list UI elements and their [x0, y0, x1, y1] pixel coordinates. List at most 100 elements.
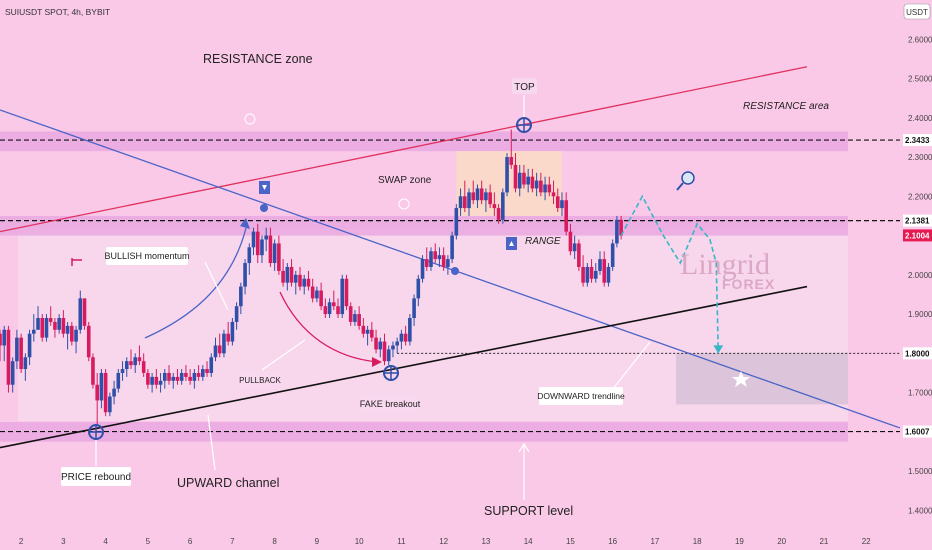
- candle-body-23: [95, 384, 99, 401]
- candle-body-105: [441, 255, 446, 267]
- candle-body-128: [539, 180, 543, 193]
- pullback-label: PULLBACK: [239, 376, 281, 385]
- candle-body-41: [171, 376, 176, 381]
- candle-body-46: [192, 372, 197, 381]
- candle-body-49: [205, 369, 209, 373]
- candle-body-58: [243, 263, 247, 287]
- watermark-line1: Lingrid: [680, 248, 770, 281]
- y-tick-label: 1.4000: [908, 506, 932, 515]
- candle-body-31: [129, 361, 133, 366]
- y-tick-label: 2.6000: [908, 35, 932, 44]
- candle-body-65: [272, 243, 277, 264]
- pullback-arrow: [279, 291, 379, 363]
- candle-body-95: [399, 333, 404, 342]
- currency-box[interactable]: [903, 3, 931, 20]
- projection-path: [620, 194, 720, 354]
- candle-body-89: [374, 337, 378, 350]
- candle-body-20: [82, 298, 87, 326]
- candle-body-141: [593, 270, 598, 279]
- pullback-box: [238, 371, 282, 388]
- magnifier-handle: [676, 182, 684, 191]
- candle-body-8: [32, 329, 36, 334]
- x-tick-label: 8: [272, 537, 277, 546]
- swap-band: [0, 215, 848, 236]
- upward-channel-label: UPWARD channel: [177, 476, 279, 490]
- candle-body-0: [0, 333, 2, 346]
- candle-body-67: [281, 270, 285, 283]
- candle-body-25: [103, 372, 108, 413]
- x-tick-label: 7: [230, 537, 235, 546]
- candle-body-50: [209, 357, 214, 373]
- x-tick-label: 15: [566, 537, 575, 546]
- candle-body-104: [437, 255, 442, 260]
- candle-body-131: [551, 192, 556, 197]
- upward-channel-line: [0, 285, 808, 449]
- resistance-band: [0, 131, 848, 152]
- candle-body-27: [112, 388, 116, 397]
- resistance-line: [0, 66, 808, 233]
- candle-body-145: [610, 243, 615, 267]
- event-marker-icon-2: [398, 198, 410, 210]
- x-tick-label: 12: [439, 537, 448, 546]
- candle-body-14: [57, 318, 61, 330]
- candle-body-34: [141, 361, 146, 373]
- candle-body-138: [581, 266, 585, 283]
- candle-body-74: [310, 286, 315, 299]
- price-rebound-label: PRICE rebound: [61, 472, 131, 483]
- candle-body-56: [234, 306, 239, 322]
- candle-body-83: [348, 306, 353, 322]
- candle-body-29: [120, 369, 125, 373]
- y-tick-label: 2.4000: [908, 114, 932, 123]
- candle-body-5: [19, 337, 23, 370]
- top-label: TOP: [514, 82, 535, 93]
- watermark-line2: FOREX: [722, 276, 775, 292]
- x-tick-label: 22: [862, 537, 871, 546]
- candle-body-133: [560, 200, 564, 209]
- event-marker-icon: [244, 113, 256, 125]
- candle-body-124: [522, 172, 526, 185]
- candle-body-110: [462, 196, 467, 209]
- candle-body-78: [327, 302, 332, 315]
- y-tick-label: 1.7000: [908, 389, 932, 398]
- x-tick-label: 17: [650, 537, 659, 546]
- bullish-momentum-box: [106, 247, 188, 265]
- candle-body-26: [108, 396, 112, 413]
- candle-body-88: [370, 329, 374, 338]
- currency-label: USDT: [906, 8, 928, 17]
- support-pointer-head: [518, 442, 530, 453]
- candle-body-44: [184, 372, 188, 377]
- candle-body-109: [458, 196, 463, 209]
- candle-body-93: [391, 345, 395, 350]
- x-tick-label: 9: [315, 537, 320, 546]
- candle-body-45: [188, 376, 192, 381]
- y-tick-label: 1.9000: [908, 310, 932, 319]
- candle-body-98: [412, 298, 416, 318]
- candle-body-96: [403, 333, 408, 342]
- candle-body-55: [230, 321, 235, 342]
- resistance-area-label: RESISTANCE area: [743, 101, 829, 112]
- candle-body-134: [564, 200, 568, 232]
- candle-body-24: [99, 372, 104, 401]
- candle-body-143: [602, 259, 607, 283]
- candle-body-125: [526, 176, 530, 185]
- candle-body-7: [27, 333, 32, 358]
- candle-body-129: [543, 184, 547, 193]
- symbol-header: SUIUSDT SPOT, 4h, BYBIT: [5, 7, 110, 17]
- candle-body-118: [496, 208, 501, 220]
- bullish-pointer: [204, 261, 229, 311]
- candle-body-66: [277, 243, 281, 271]
- magnifier-icon: [681, 171, 695, 185]
- candle-body-32: [133, 357, 138, 366]
- candle-body-77: [323, 306, 328, 315]
- candle-body-10: [40, 318, 45, 338]
- candle-body-11: [44, 318, 49, 338]
- y-tick-label: 2.5000: [908, 75, 932, 84]
- candle-body-108: [454, 208, 459, 236]
- x-tick-label: 4: [103, 537, 108, 546]
- candle-body-87: [365, 329, 370, 334]
- candle-body-111: [467, 192, 471, 209]
- bullish-momentum-arrow: [144, 227, 247, 339]
- candle-body-102: [429, 251, 433, 267]
- candle-body-54: [226, 333, 230, 342]
- candle-body-3: [10, 361, 15, 385]
